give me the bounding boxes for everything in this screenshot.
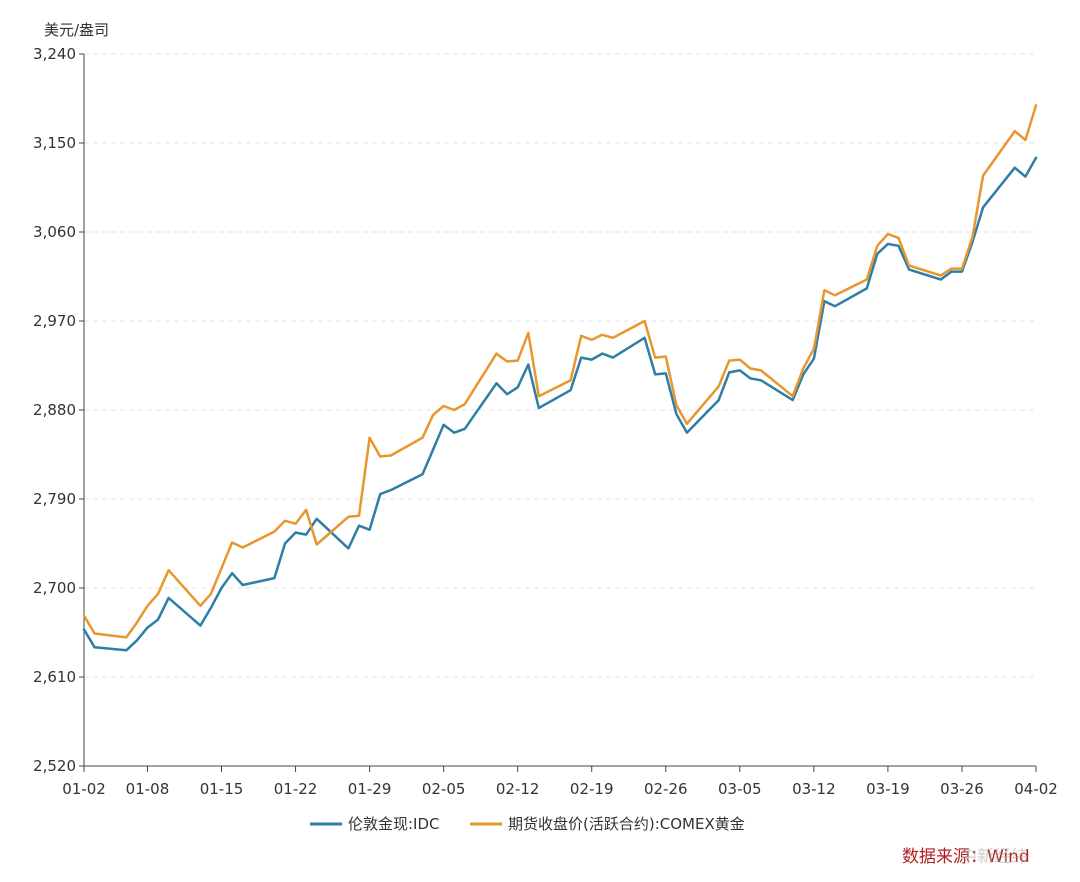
x-tick-label: 01-22 xyxy=(274,780,318,798)
y-axis-unit-label: 美元/盎司 xyxy=(44,21,109,39)
watermark: 中新经纬 xyxy=(960,847,1028,867)
x-tick-label: 03-26 xyxy=(940,780,984,798)
x-tick-label: 02-05 xyxy=(422,780,466,798)
grid-lines xyxy=(84,53,1036,678)
data-source-note: 数据来源：Wind xyxy=(902,847,1030,867)
x-tick-label: 01-29 xyxy=(348,780,392,798)
x-tick-label: 02-12 xyxy=(496,780,540,798)
y-tick-label: 3,240 xyxy=(33,45,76,63)
legend-label-comex-gold: 期货收盘价(活跃合约):COMEX黄金 xyxy=(508,815,745,833)
y-tick-label: 2,880 xyxy=(33,401,76,419)
x-tick-label: 03-05 xyxy=(718,780,762,798)
x-tick-label: 01-02 xyxy=(62,780,106,798)
x-tick-label: 02-19 xyxy=(570,780,614,798)
y-tick-label: 3,060 xyxy=(33,223,76,241)
axes xyxy=(79,53,1037,772)
y-tick-label: 2,790 xyxy=(33,490,76,508)
y-axis-tick-labels: 2,520 2,610 2,700 2,790 2,880 2,970 3,060 3,150… xyxy=(33,45,76,775)
series-line-comex-gold xyxy=(82,104,1038,639)
y-tick-label: 2,970 xyxy=(33,312,76,330)
x-tick-label: 03-12 xyxy=(792,780,836,798)
series-line-london-spot xyxy=(82,156,1038,652)
x-tick-label: 01-15 xyxy=(200,780,244,798)
y-tick-label: 2,610 xyxy=(33,668,76,686)
x-tick-label: 04-02 xyxy=(1014,780,1058,798)
y-tick-label: 2,520 xyxy=(33,757,76,775)
y-tick-label: 2,700 xyxy=(33,579,76,597)
x-tick-label: 01-08 xyxy=(126,780,170,798)
x-tick-label: 03-19 xyxy=(866,780,910,798)
series-lines xyxy=(82,104,1038,652)
x-tick-label: 02-26 xyxy=(644,780,688,798)
legend-label-london-spot: 伦敦金现:IDC xyxy=(348,815,440,833)
x-axis-tick-labels: 01-02 01-08 01-15 01-22 01-29 02-05 02-12 02-19… xyxy=(62,780,1058,798)
y-tick-label: 3,150 xyxy=(33,134,76,152)
legend: 伦敦金现:IDC 期货收盘价(活跃合约):COMEX黄金 xyxy=(310,815,745,833)
